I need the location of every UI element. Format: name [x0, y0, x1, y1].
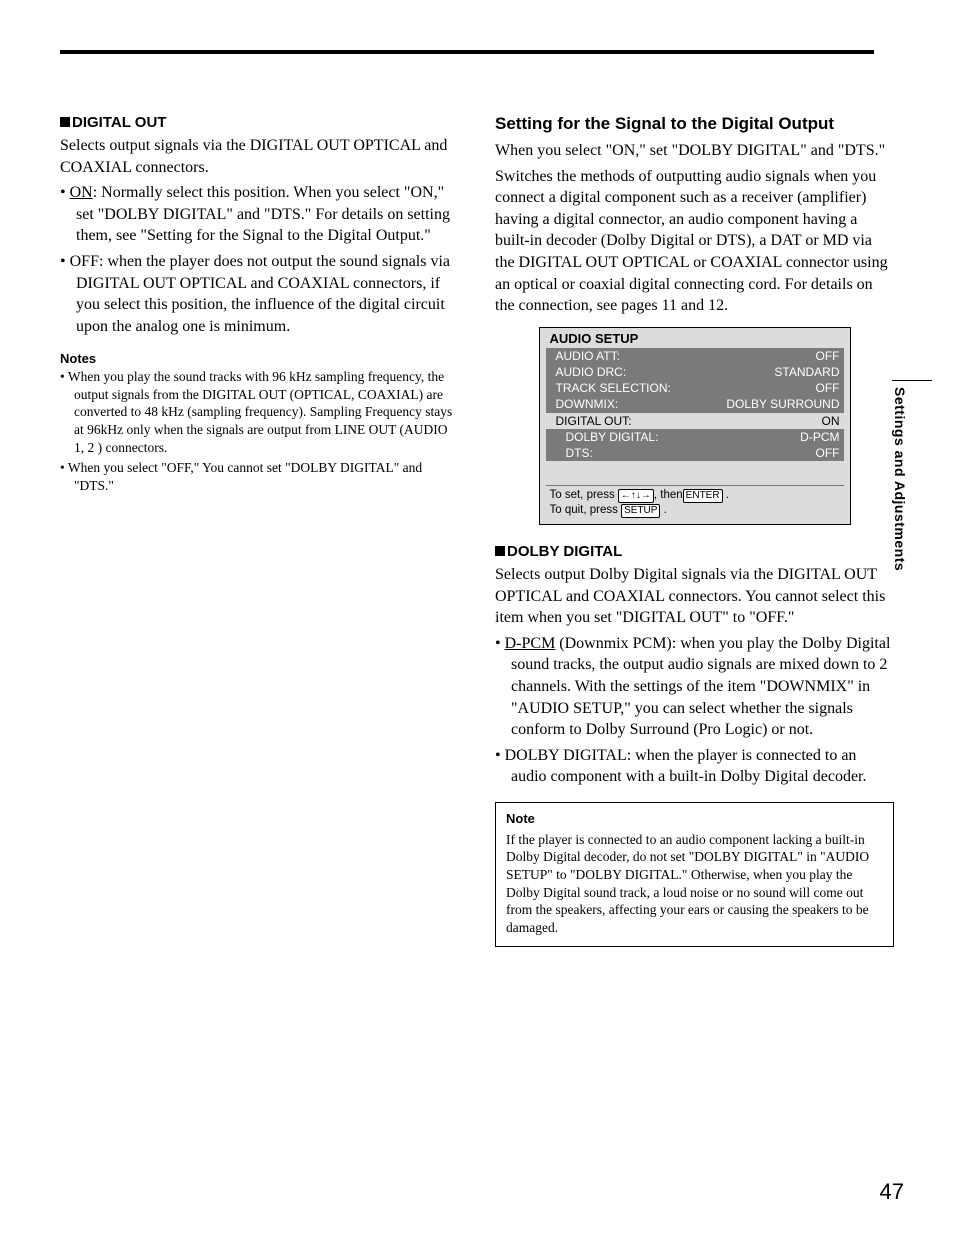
digital-out-bullets: ON: Normally select this position. When …: [60, 182, 459, 337]
osd-rows: AUDIO ATT:OFFAUDIO DRC:STANDARDTRACK SEL…: [546, 348, 844, 461]
setup-key-icon: SETUP: [621, 504, 660, 518]
dolby-digital-heading-text: DOLBY DIGITAL: [507, 543, 622, 560]
osd-row-value: D-PCM: [800, 429, 839, 445]
setting-intro-1: When you select "ON," set "DOLBY DIGITAL…: [495, 140, 894, 162]
square-bullet-icon: [60, 117, 70, 127]
setting-heading: Setting for the Signal to the Digital Ou…: [495, 114, 894, 134]
right-column: Setting for the Signal to the Digital Ou…: [495, 114, 894, 947]
osd-row: AUDIO DRC: STANDARD: [546, 364, 844, 380]
bullet-lead: OFF: [70, 253, 99, 270]
osd-row: DIGITAL OUT: ON: [546, 413, 844, 429]
list-item: ON: Normally select this position. When …: [60, 182, 459, 247]
osd-row: TRACK SELECTION: OFF: [546, 380, 844, 396]
osd-row-label: AUDIO DRC:: [556, 364, 627, 380]
bullet-lead: D-PCM: [505, 635, 556, 652]
arrow-keys-icon: ←↑↓→: [618, 489, 654, 503]
dolby-digital-heading: DOLBY DIGITAL: [495, 543, 894, 560]
square-bullet-icon: [495, 546, 505, 556]
bullet-text: (Downmix PCM): when you play the Dolby D…: [511, 635, 890, 738]
osd-row-value: OFF: [816, 348, 840, 364]
osd-row: AUDIO ATT: OFF: [546, 348, 844, 364]
note-text: If the player is connected to an audio c…: [506, 831, 883, 936]
osd-row: DTS: OFF: [546, 445, 844, 461]
enter-key-icon: ENTER: [683, 489, 723, 503]
osd-row-label: DTS:: [566, 445, 593, 461]
osd-row-value: OFF: [816, 380, 840, 396]
list-item: When you play the sound tracks with 96 k…: [60, 368, 459, 456]
osd-row-label: AUDIO ATT:: [556, 348, 620, 364]
osd-row: DOWNMIX: DOLBY SURROUND: [546, 396, 844, 412]
top-rule: [60, 50, 874, 54]
osd-row-value: OFF: [816, 445, 840, 461]
osd-footer-text: To set, press: [550, 489, 618, 501]
note-title: Note: [506, 811, 883, 828]
osd-footer: To set, press ←↑↓→, thenENTER . To quit,…: [546, 485, 844, 520]
osd-row: DOLBY DIGITAL: D-PCM: [546, 429, 844, 445]
bullet-lead: ON: [70, 184, 93, 201]
dolby-note-box: Note If the player is connected to an au…: [495, 802, 894, 947]
digital-out-heading: DIGITAL OUT: [60, 114, 459, 131]
list-item: OFF: when the player does not output the…: [60, 251, 459, 337]
osd-title: AUDIO SETUP: [546, 331, 844, 346]
list-item: DOLBY DIGITAL: when the player is connec…: [495, 745, 894, 788]
manual-page: DIGITAL OUT Selects output signals via t…: [0, 0, 954, 1233]
dolby-intro: Selects output Dolby Digital signals via…: [495, 564, 894, 629]
osd-row-label: DIGITAL OUT:: [556, 413, 632, 429]
osd-row-value: ON: [822, 413, 840, 429]
dolby-bullets: D-PCM (Downmix PCM): when you play the D…: [495, 633, 894, 788]
osd-footer-text: .: [723, 489, 729, 501]
list-item: When you select "OFF," You cannot set "D…: [60, 459, 459, 494]
osd-row-value: STANDARD: [774, 364, 839, 380]
notes-heading: Notes: [60, 351, 459, 366]
osd-row-label: DOWNMIX:: [556, 396, 619, 412]
setting-intro-2: Switches the methods of outputting audio…: [495, 166, 894, 317]
osd-row-label: TRACK SELECTION:: [556, 380, 671, 396]
digital-out-heading-text: DIGITAL OUT: [72, 114, 166, 131]
left-column: DIGITAL OUT Selects output signals via t…: [60, 114, 459, 947]
osd-footer-text: , then: [654, 489, 683, 501]
bullet-text: : when the player does not output the so…: [76, 253, 450, 335]
page-number: 47: [880, 1179, 904, 1205]
osd-footer-text: To quit, press: [550, 504, 622, 516]
bullet-text: : Normally select this position. When yo…: [76, 184, 450, 244]
osd-footer-text: .: [660, 504, 666, 516]
side-tab-label: Settings and Adjustments: [892, 387, 908, 571]
osd-row-label: DOLBY DIGITAL:: [566, 429, 659, 445]
list-item: D-PCM (Downmix PCM): when you play the D…: [495, 633, 894, 741]
bullet-lead: DOLBY DIGITAL: [505, 747, 627, 764]
osd-row-value: DOLBY SURROUND: [726, 396, 839, 412]
audio-setup-osd: AUDIO SETUP AUDIO ATT: OFF AUDIO DRC: STAND…: [539, 327, 851, 525]
digital-out-intro: Selects output signals via the DIGITAL O…: [60, 135, 459, 178]
side-tab: Settings and Adjustments: [892, 380, 932, 571]
two-column-layout: DIGITAL OUT Selects output signals via t…: [60, 114, 894, 947]
digital-out-notes: When you play the sound tracks with 96 k…: [60, 368, 459, 494]
